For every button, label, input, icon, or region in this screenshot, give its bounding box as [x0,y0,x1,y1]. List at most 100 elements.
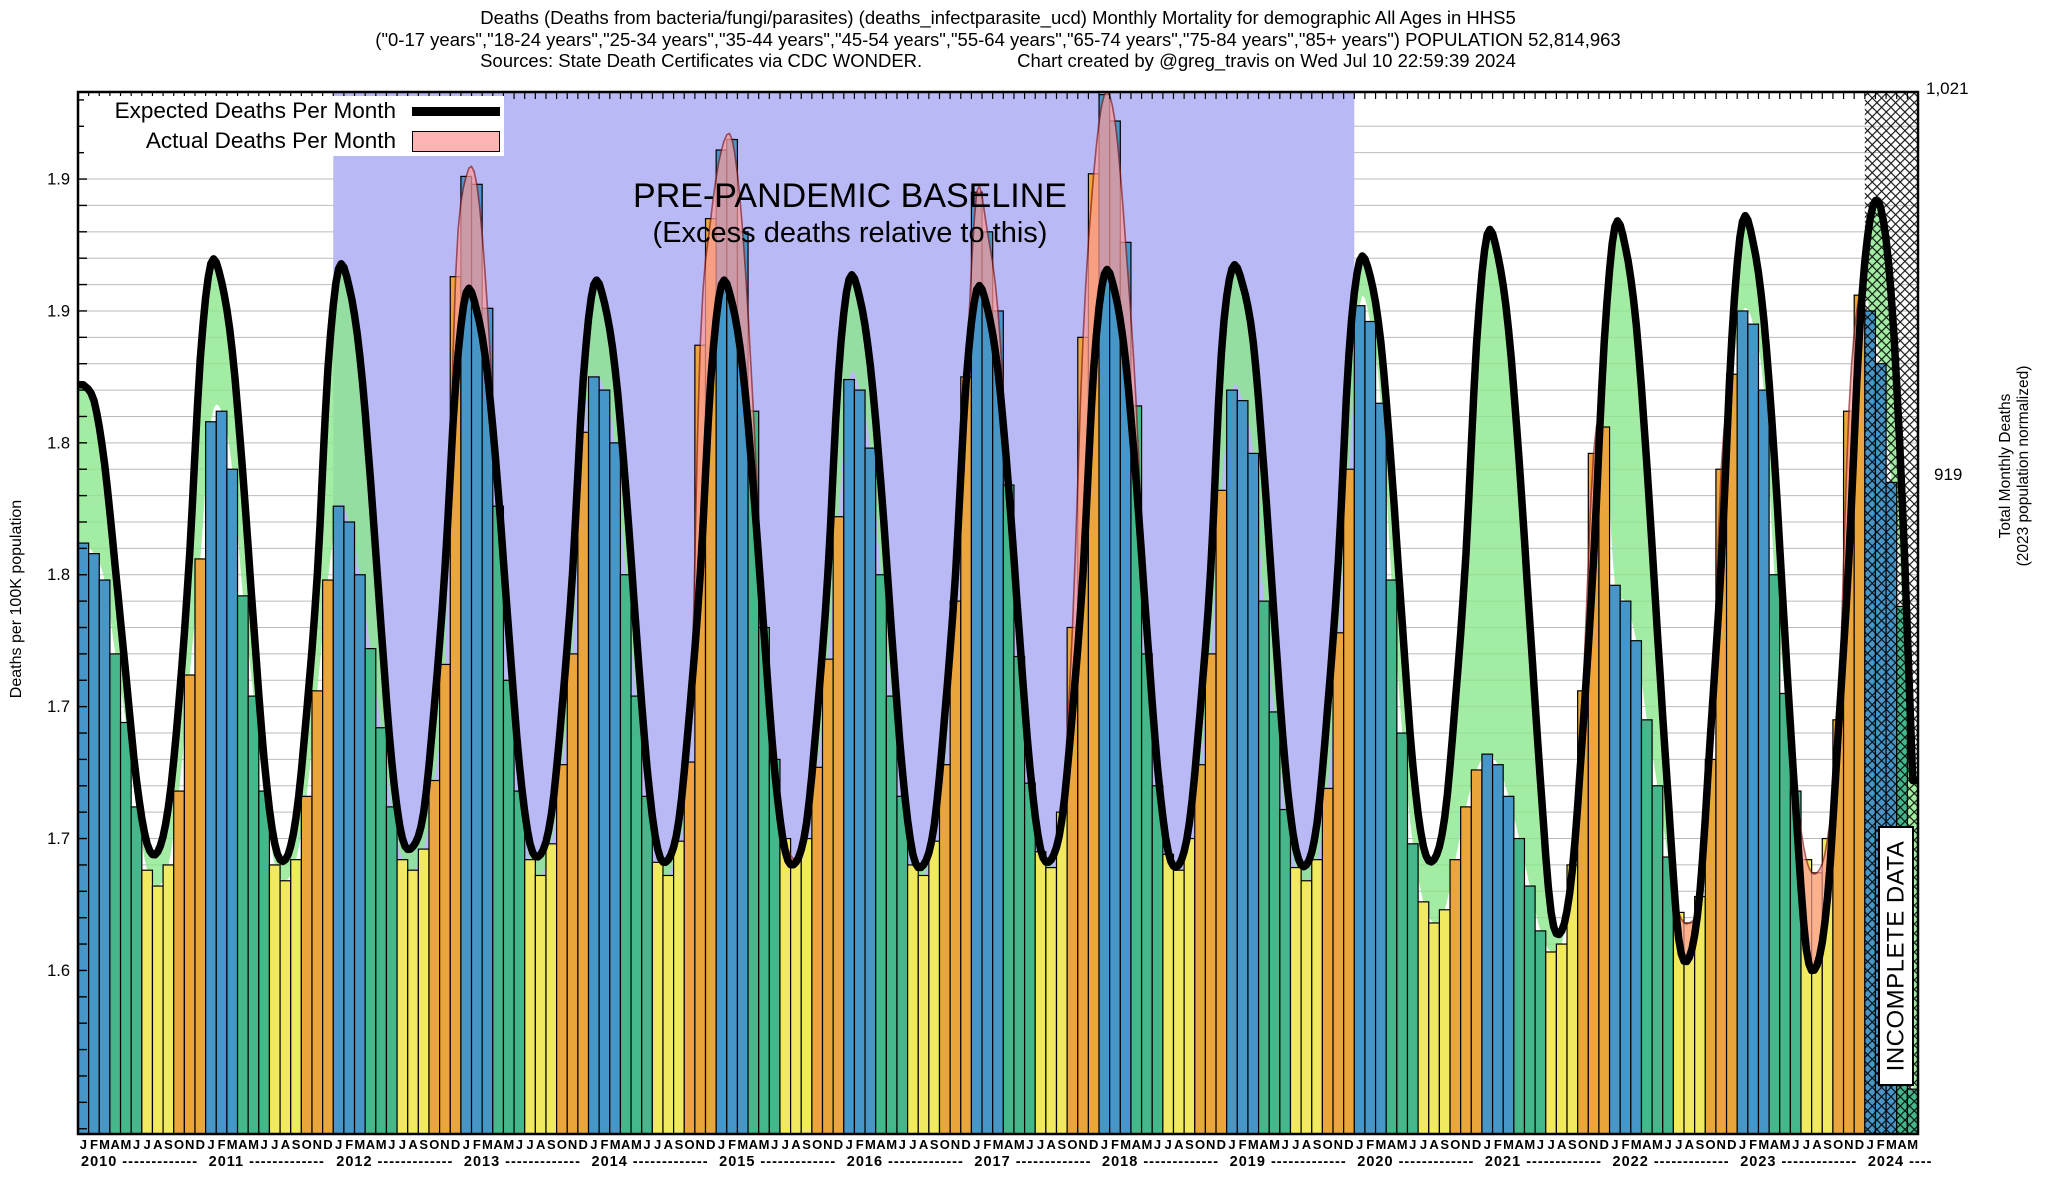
x-month-label: M [120,1137,131,1152]
bar-2016-08 [917,874,930,1135]
x-month-label: D [1472,1137,1481,1152]
bar-2020-01 [1353,305,1366,1135]
bar-2022-04 [1640,719,1653,1135]
bar-2012-11 [439,663,451,1135]
x-month-label: N [1206,1137,1215,1152]
x-month-label: M [248,1137,259,1152]
bar-2023-05 [1779,692,1791,1135]
bar-2019-05 [1268,711,1281,1135]
x-month-label: J [643,1137,650,1152]
x-year-label: 2018 ------------- [1102,1154,1219,1170]
x-month-label: M [227,1137,238,1152]
bar-2011-01 [205,421,217,1135]
x-year-label: 2020 ------------- [1357,1154,1474,1170]
bar-2019-07 [1289,866,1302,1135]
deficit-area [798,274,964,878]
x-month-label: J [1867,1137,1874,1152]
x-month-label: S [547,1137,556,1152]
x-month-label: M [376,1137,387,1152]
bar-2021-12 [1598,426,1611,1135]
x-month-label: J [590,1137,597,1152]
bar-2016-11 [949,600,962,1135]
bar-2023-04 [1768,574,1781,1135]
x-month-label: M [865,1137,876,1152]
bar-2019-06 [1279,808,1292,1135]
bar-2014-01 [587,376,600,1135]
x-month-label: S [1568,1137,1577,1152]
bar-2022-03 [1630,640,1643,1135]
bar-2021-07 [1545,951,1557,1135]
bar-2018-11 [1204,653,1217,1135]
x-month-label: A [1812,1137,1822,1152]
bar-2023-01 [1736,310,1749,1135]
bar-2011-06 [258,790,271,1135]
bar-2011-07 [268,864,281,1135]
bar-2013-08 [534,874,547,1135]
bar-2013-06 [513,790,526,1135]
x-month-label: J [335,1137,342,1152]
y-tick-label: 1.7 [47,698,70,716]
bar-2012-05 [375,727,388,1135]
x-month-label: J [771,1137,778,1152]
x-month-label: N [696,1137,705,1152]
x-month-label: O [1706,1137,1716,1152]
x-month-label: J [909,1137,916,1152]
x-year-label: 2023 ------------- [1740,1154,1857,1170]
x-month-label: J [144,1137,151,1152]
x-month-label: M [1907,1137,1918,1152]
x-month-label: F [1111,1137,1119,1152]
x-month-label: S [164,1137,173,1152]
chart-subtitle: ("0-17 years","18-24 years","25-34 years… [375,28,1621,50]
x-month-label: J [1101,1137,1108,1152]
x-month-label: M [1652,1137,1663,1152]
x-month-label: J [1420,1137,1427,1152]
bar-2019-01 [1226,389,1238,1135]
bar-2014-05 [630,695,643,1135]
x-month-label: J [399,1137,406,1152]
sources-text: Sources: State Death Certificates via CD… [480,50,923,71]
expected-line-swatch [412,106,500,116]
x-month-label: D [1600,1137,1609,1152]
x-month-label: J [1537,1137,1544,1152]
bar-2021-08 [1555,943,1568,1135]
bar-2020-12 [1470,769,1483,1135]
x-month-label: F [856,1137,864,1152]
x-month-label: A [749,1137,759,1152]
bar-2012-02 [343,521,356,1135]
x-month-label: M [354,1137,365,1152]
x-year-label: 2015 ------------- [719,1154,836,1170]
x-month-label: N [440,1137,449,1152]
bar-2018-09 [1183,837,1196,1135]
x-month-label: A [919,1137,929,1152]
bar-2019-10 [1321,787,1334,1135]
y-tick-label: 1.9 [47,302,70,320]
bar-2020-10 [1449,859,1462,1135]
x-month-label: M [1758,1137,1769,1152]
bar-2022-01 [1608,584,1621,1135]
bar-2016-06 [896,795,909,1135]
x-month-label: J [271,1137,278,1152]
legend: Expected Deaths Per Month Actual Deaths … [84,96,504,156]
bar-2015-11 [821,658,834,1135]
x-month-label: S [930,1137,939,1152]
legend-row-actual: Actual Deaths Per Month [84,128,504,155]
incomplete-data-label: INCOMPLETE DATA [1882,840,1910,1072]
x-month-label: A [1132,1137,1142,1152]
bar-2020-02 [1364,320,1377,1135]
bar-2012-01 [332,505,345,1135]
x-month-label: M [993,1137,1004,1152]
x-year-label: 2013 ------------- [464,1154,581,1170]
bar-2010-02 [88,553,100,1135]
year-labels: 2010 ------------- 2011 ------------- 2012… [81,1154,1931,1170]
bar-2010-10 [173,790,185,1135]
x-month-label: D [834,1137,843,1152]
x-month-label: F [983,1137,991,1152]
bar-2019-12 [1343,468,1355,1135]
bar-2019-09 [1311,859,1323,1135]
x-month-label: D [323,1137,332,1152]
x-month-label: A [493,1137,503,1152]
x-month-label: O [1067,1137,1077,1152]
bar-2016-01 [843,378,856,1135]
bar-2013-12 [577,431,590,1135]
